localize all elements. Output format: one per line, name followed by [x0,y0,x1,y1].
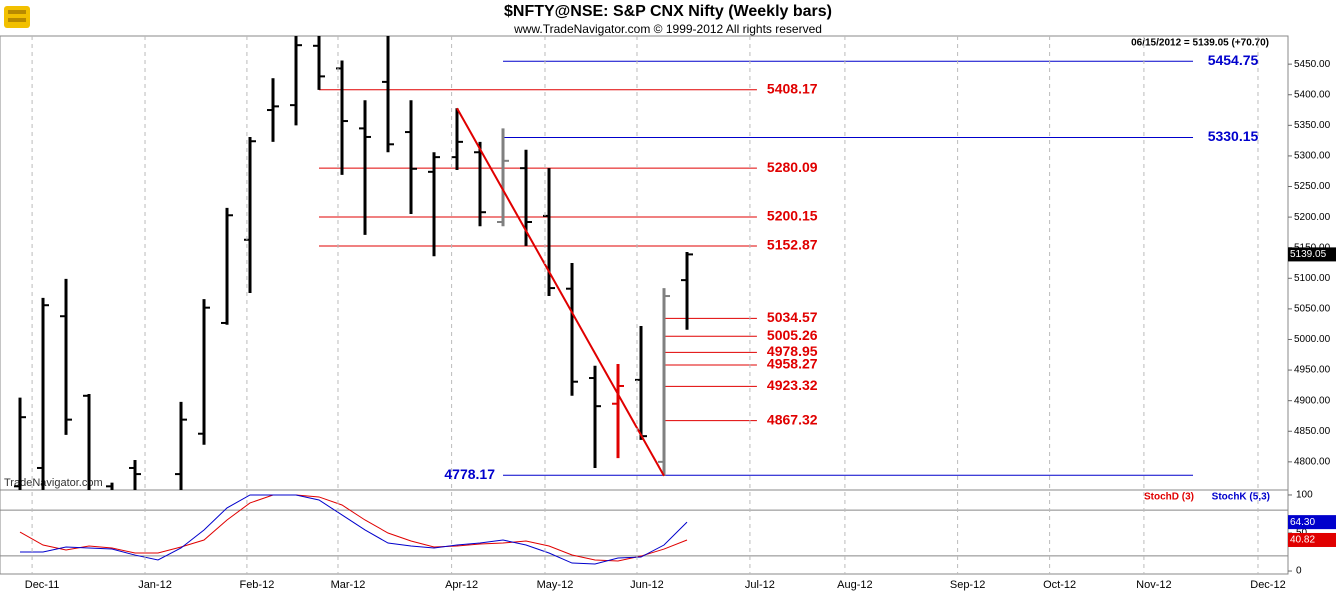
level-label: 5280.09 [767,159,818,175]
x-tick-label: Dec-11 [25,579,60,591]
overlay: Dec-11 Jan-12 Feb-12 Mar-12 Apr-12 May-12 Jun-… [25,36,1336,591]
y-tick-label: 4950.00 [1294,365,1331,376]
price-box [1288,247,1336,262]
level-label: 4978.95 [767,343,818,359]
level-label: 4958.27 [767,356,818,372]
x-tick-label: Feb-12 [239,579,274,591]
logo [4,6,30,28]
info: 06/15/2012 = 5139.05 (+70.70) [1131,38,1269,49]
x-tick-label: Jan-12 [138,579,172,591]
level-label: 5200.15 [767,208,818,224]
x-tick-label: Apr-12 [445,579,478,591]
x-tick-label: Dec-12 [1250,579,1285,591]
y-tick-label: 4900.00 [1294,395,1331,406]
y-tick-label: 5250.00 [1294,181,1331,192]
legend-entry: StochK (5,3) [1212,492,1270,503]
level-label: 5330.15 [1208,128,1259,144]
legend-entry: StochD (3) [1144,492,1194,503]
value-label: 40.82 [1290,535,1315,546]
y-tick-label: 5050.00 [1294,304,1331,315]
level-label: 5454.75 [1208,52,1259,68]
y-tick-label: 5300.00 [1294,151,1331,162]
watermark: TradeNavigator.com [4,477,103,489]
y-tick-label: 100 [1296,490,1313,501]
level-label: 5034.57 [767,309,818,325]
level-label: 4923.32 [767,377,818,393]
y-tick-label: 5400.00 [1294,89,1331,100]
x-tick-label: Oct-12 [1043,579,1076,591]
level-label: 4867.32 [767,411,818,427]
y-tick-label: 4800.00 [1294,456,1331,467]
x-tick-label: Nov-12 [1136,579,1171,591]
value-box [1288,515,1336,530]
x-tick-label: Jul-12 [745,579,775,591]
x-tick-label: Aug-12 [837,579,872,591]
level-label: 5005.26 [767,327,818,343]
price-plot [14,36,1194,490]
level-label: 4778.17 [444,466,495,482]
stoch-plot [0,494,1288,565]
y-tick-label: 5350.00 [1294,120,1331,131]
y-tick-label: 5000.00 [1294,334,1331,345]
value-label: 64.30 [1290,517,1315,528]
subtitle: www.TradeNavigator.com © 1999-2012 All r… [513,22,822,36]
stoch-line [19,494,688,562]
y-tick-label: 4850.00 [1294,426,1331,437]
value-box [1288,532,1336,547]
y-tick-label: 5450.00 [1294,59,1331,70]
y-tick-label: 5100.00 [1294,273,1331,284]
y-tick-label: 0 [1296,566,1302,577]
x-tick-label: Sep-12 [950,579,985,591]
price-box-label: 5139.05 [1290,249,1327,260]
level-label: 5408.17 [767,80,818,96]
x-tick-label: Mar-12 [331,579,366,591]
x-tick-label: May-12 [537,579,574,591]
y-tick-label: 5200.00 [1294,212,1331,223]
chart-title: $NFTY@NSE: S&P CNX Nifty (Weekly bars) [504,3,832,20]
level-label: 5152.87 [767,237,818,253]
stoch-line [20,494,688,565]
trendline [456,107,665,477]
x-tick-label: Jun-12 [630,579,664,591]
stoch-panel [0,489,1289,575]
